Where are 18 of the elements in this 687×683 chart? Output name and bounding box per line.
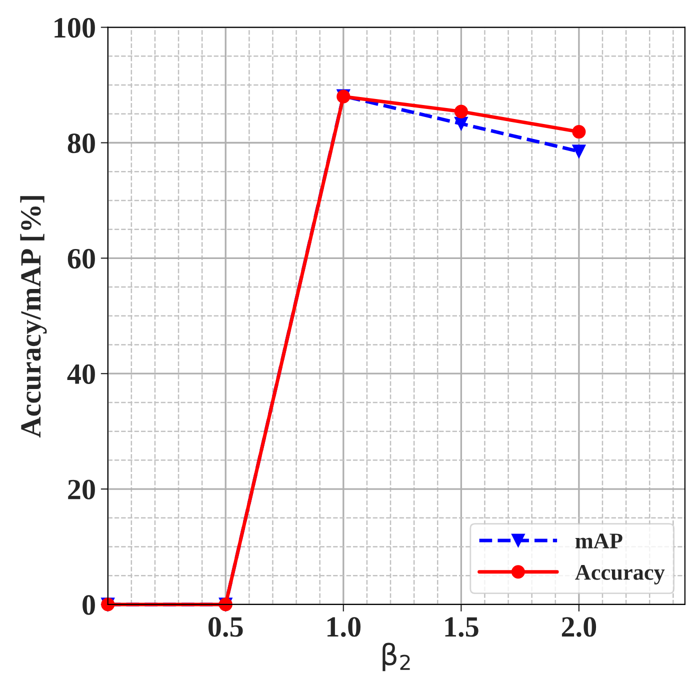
y-tick-label: 100	[54, 18, 95, 38]
point	[454, 104, 468, 118]
y-tick-label: 0	[82, 595, 95, 615]
y-tick-label: 20	[68, 480, 95, 500]
point	[572, 125, 586, 139]
x-axis-title: β$_{2}$	[382, 642, 410, 672]
y-tick-label: 60	[68, 248, 95, 269]
point	[572, 144, 586, 158]
y-tick-label: 80	[68, 133, 95, 154]
x-tick-label: 0.5	[208, 617, 243, 637]
legend-label: mAP	[575, 534, 622, 548]
y-axis-title: Accuracy/mAP [%]	[20, 196, 47, 438]
point	[454, 116, 468, 130]
legend-label: Accuracy	[575, 564, 665, 584]
x-tick-label: 2.0	[562, 617, 596, 637]
x-tick-label: 1.0	[328, 617, 361, 637]
y-tick-label: 40	[67, 364, 95, 384]
x-tick-label: 1.5	[445, 617, 478, 637]
